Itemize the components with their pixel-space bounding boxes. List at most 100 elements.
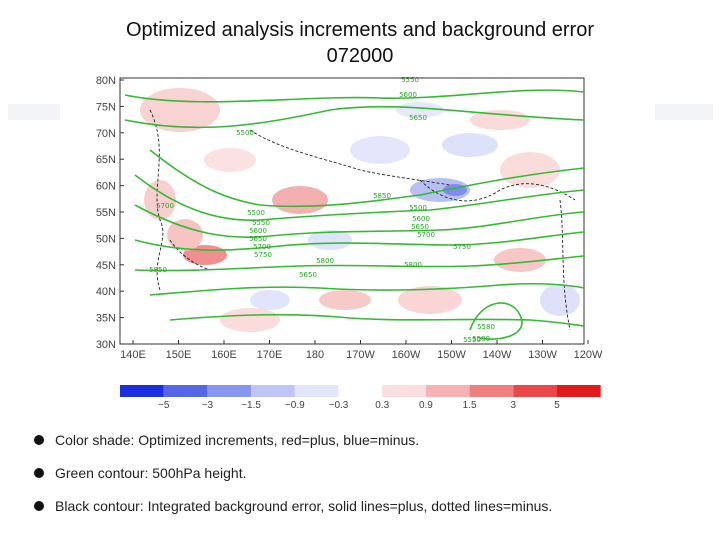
shade-blob: [494, 248, 546, 272]
shade-blob: [250, 290, 290, 310]
contour-label: 5850: [149, 266, 167, 274]
shade-blob: [540, 284, 580, 316]
lon-label: 180: [306, 349, 324, 361]
colorbar-label: 3: [511, 400, 517, 410]
bullet-item: Black contour: Integrated background err…: [34, 496, 694, 529]
lat-label: 45N: [96, 260, 116, 272]
analysis-map: 5550560056505500570055005550560056505700…: [96, 75, 603, 410]
lon-label: 160W: [392, 349, 421, 361]
contour-label: 5500: [236, 129, 254, 137]
bullet-item: Color shade: Optimized increments, red=p…: [34, 430, 694, 463]
shade-blob: [398, 286, 462, 314]
shade-blob: [308, 230, 352, 250]
lon-label: 130W: [528, 349, 557, 361]
lon-label: 120W: [574, 349, 603, 361]
contour-label: 5650: [299, 271, 317, 279]
coastline-path: [249, 129, 451, 186]
bullet-text: Green contour: 500hPa height.: [55, 465, 247, 481]
height-contour: [134, 231, 585, 251]
lat-label: 65N: [96, 154, 116, 166]
lon-label: 160E: [211, 349, 237, 361]
lon-label: 170E: [257, 349, 283, 361]
lon-label: 150E: [166, 349, 192, 361]
title-line-1: Optimized analysis increments and backgr…: [126, 19, 594, 41]
contour-label: 5580: [472, 335, 490, 343]
bullet-dot: [34, 435, 44, 445]
contour-label: 5500: [247, 209, 265, 217]
coastline-path: [169, 239, 211, 271]
contour-label: 5580: [477, 323, 495, 331]
lat-label: 70N: [96, 128, 116, 140]
colorbar-swatch: [382, 385, 426, 397]
shade-blob: [396, 102, 444, 118]
lat-label: 75N: [96, 101, 116, 113]
colorbar-swatch: [338, 385, 383, 397]
colorbar-label: −0.9: [285, 400, 305, 410]
shade-blob: [204, 148, 256, 172]
right-band: [655, 104, 713, 120]
contour-label: 5650: [409, 114, 427, 122]
height-contours: [124, 89, 585, 340]
contour-label: 5700: [253, 243, 271, 251]
contour-label: 5600: [412, 215, 430, 223]
shade-blob: [220, 308, 280, 332]
height-contour: [149, 149, 585, 208]
contour-label: 5550: [463, 336, 481, 344]
contour-label: 5600: [399, 91, 417, 99]
lon-label: 150W: [437, 349, 466, 361]
colorbar-swatch: [120, 385, 164, 397]
contour-label: 5750: [254, 251, 272, 259]
contour-label: 5800: [404, 261, 422, 269]
colorbar-swatch: [557, 385, 601, 397]
contour-label: 5500: [409, 204, 427, 212]
colorbar-swatch: [163, 385, 208, 397]
colorbar-swatch: [207, 385, 252, 397]
contour-label: 5550: [252, 219, 270, 227]
coastline-path: [419, 179, 576, 202]
height-contour: [124, 105, 585, 129]
legend-bullets: Color shade: Optimized increments, red=p…: [34, 430, 694, 529]
colorbar: −5 −3 −1.5 −0.9 −0.3 0.3 0.9 1.5 3 5: [120, 385, 601, 410]
coastline-path: [149, 109, 164, 291]
increment-shading: [140, 88, 580, 332]
shade-blob: [144, 180, 176, 220]
lat-label: 40N: [96, 286, 116, 298]
shade-blob: [442, 133, 498, 157]
lat-label: 35N: [96, 313, 116, 325]
lon-label: 170W: [346, 349, 375, 361]
title-line-2: 072000: [326, 45, 394, 67]
colorbar-swatch: [425, 385, 470, 397]
contour-label: 5850: [373, 192, 391, 200]
height-contour: [134, 204, 585, 238]
contour-label: 5700: [417, 231, 435, 239]
height-contour: [124, 89, 585, 103]
colorbar-label: −3: [202, 400, 214, 410]
colorbar-label: −0.3: [329, 400, 349, 410]
lat-label: 80N: [96, 75, 116, 87]
longitude-axis: 140E 150E 160E 170E 180 170W 160W 150W 140W 130W 1…: [120, 340, 603, 361]
lon-label: 140E: [120, 349, 146, 361]
shade-blob: [167, 219, 203, 251]
coastline-path: [559, 199, 571, 331]
lat-label: 60N: [96, 181, 116, 193]
contour-label: 5550: [401, 76, 419, 84]
contour-label: 5650: [249, 235, 267, 243]
height-contour: [469, 302, 523, 340]
shade-blob: [350, 136, 410, 164]
left-band: [8, 104, 60, 120]
colorbar-swatch: [294, 385, 339, 397]
bullet-dot: [34, 501, 44, 511]
contour-label: 5600: [249, 227, 267, 235]
shade-blob: [319, 290, 371, 310]
colorbar-label: 0.9: [419, 400, 433, 410]
contour-label: 5750: [453, 243, 471, 251]
colorbar-swatch: [513, 385, 557, 397]
shade-blob: [500, 152, 560, 188]
bullet-text: Black contour: Integrated background err…: [55, 498, 553, 514]
coastline: [149, 109, 576, 331]
height-contour: [134, 174, 585, 222]
height-contour: [169, 313, 585, 327]
colorbar-label: 1.5: [463, 400, 477, 410]
latitude-axis: 80N 75N 70N 65N 60N 55N 50N 45N 40N 35N 30N: [96, 75, 124, 351]
colorbar-label: −1.5: [241, 400, 261, 410]
